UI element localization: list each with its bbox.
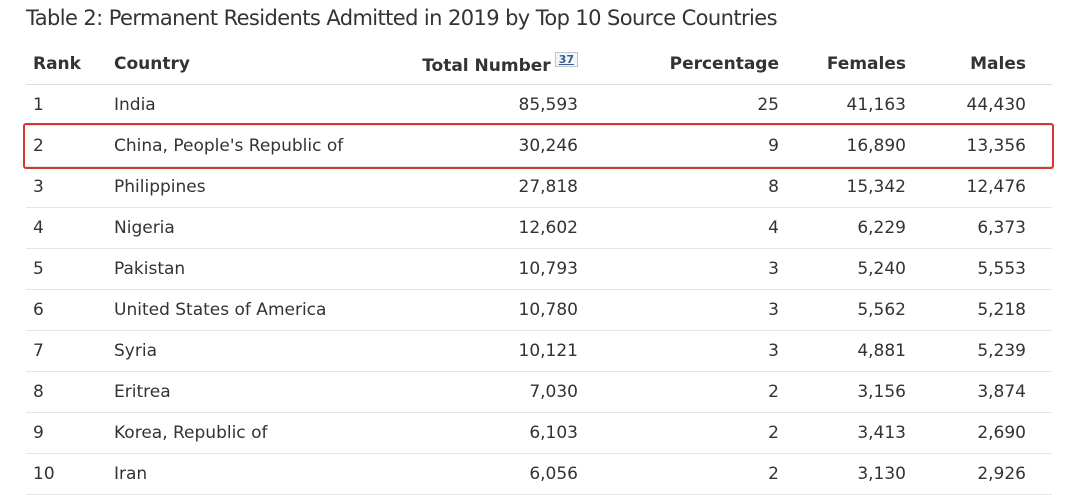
header-males: Males <box>906 44 1052 85</box>
cell-country: Philippines <box>114 166 404 208</box>
header-row: Rank Country Total Number 37 Percentage F… <box>26 44 1052 85</box>
table-row: 3 Philippines 27,818 8 15,342 12,476 <box>26 166 1052 208</box>
cell-total: 30,246 <box>404 125 578 167</box>
cell-rank: 5 <box>26 248 114 290</box>
cell-females: 3,413 <box>779 412 906 454</box>
table-header: Rank Country Total Number 37 Percentage F… <box>26 44 1052 85</box>
header-females: Females <box>779 44 906 85</box>
header-rank: Rank <box>26 44 114 85</box>
cell-total: 10,121 <box>404 330 578 372</box>
cell-total: 85,593 <box>404 84 578 126</box>
cell-rank: 2 <box>26 125 114 167</box>
cell-females: 6,229 <box>779 207 906 249</box>
table-row: 4 Nigeria 12,602 4 6,229 6,373 <box>26 207 1052 249</box>
cell-percentage: 25 <box>578 84 779 126</box>
cell-females: 15,342 <box>779 166 906 208</box>
cell-total: 12,602 <box>404 207 578 249</box>
cell-percentage: 9 <box>578 125 779 167</box>
cell-country: India <box>114 84 404 126</box>
footnote-link[interactable]: 37 <box>554 52 578 67</box>
table-row: 7 Syria 10,121 3 4,881 5,239 <box>26 330 1052 372</box>
table-row: 5 Pakistan 10,793 3 5,240 5,553 <box>26 248 1052 290</box>
cell-total: 10,780 <box>404 289 578 331</box>
table-row: 10 Iran 6,056 2 3,130 2,926 <box>26 453 1052 495</box>
table-row: 1 India 85,593 25 41,163 44,430 <box>26 84 1052 126</box>
cell-country: Iran <box>114 453 404 495</box>
cell-males: 5,239 <box>906 330 1052 372</box>
cell-males: 2,926 <box>906 453 1052 495</box>
cell-total: 6,056 <box>404 453 578 495</box>
cell-total: 10,793 <box>404 248 578 290</box>
cell-rank: 8 <box>26 371 114 413</box>
cell-rank: 7 <box>26 330 114 372</box>
table-row: 2 China, People's Republic of 30,246 9 1… <box>26 125 1052 167</box>
cell-percentage: 2 <box>578 371 779 413</box>
header-country: Country <box>114 44 404 85</box>
cell-rank: 4 <box>26 207 114 249</box>
cell-females: 16,890 <box>779 125 906 167</box>
cell-rank: 10 <box>26 453 114 495</box>
cell-country: Korea, Republic of <box>114 412 404 454</box>
table-row: 6 United States of America 10,780 3 5,56… <box>26 289 1052 331</box>
cell-percentage: 3 <box>578 330 779 372</box>
cell-percentage: 8 <box>578 166 779 208</box>
cell-females: 5,562 <box>779 289 906 331</box>
cell-males: 2,690 <box>906 412 1052 454</box>
cell-males: 6,373 <box>906 207 1052 249</box>
cell-females: 3,156 <box>779 371 906 413</box>
cell-females: 41,163 <box>779 84 906 126</box>
cell-percentage: 3 <box>578 289 779 331</box>
cell-rank: 9 <box>26 412 114 454</box>
cell-rank: 3 <box>26 166 114 208</box>
cell-total: 6,103 <box>404 412 578 454</box>
cell-males: 12,476 <box>906 166 1052 208</box>
cell-country: Eritrea <box>114 371 404 413</box>
cell-country: Nigeria <box>114 207 404 249</box>
table-row: 9 Korea, Republic of 6,103 2 3,413 2,690 <box>26 412 1052 454</box>
cell-males: 5,218 <box>906 289 1052 331</box>
cell-country: China, People's Republic of <box>114 125 404 167</box>
cell-rank: 1 <box>26 84 114 126</box>
cell-percentage: 2 <box>578 453 779 495</box>
cell-percentage: 2 <box>578 412 779 454</box>
residents-table: Rank Country Total Number 37 Percentage F… <box>26 44 1052 495</box>
cell-total: 7,030 <box>404 371 578 413</box>
cell-males: 3,874 <box>906 371 1052 413</box>
cell-country: United States of America <box>114 289 404 331</box>
header-total-label: Total Number <box>422 56 551 76</box>
cell-males: 44,430 <box>906 84 1052 126</box>
cell-country: Syria <box>114 330 404 372</box>
cell-total: 27,818 <box>404 166 578 208</box>
cell-rank: 6 <box>26 289 114 331</box>
cell-percentage: 3 <box>578 248 779 290</box>
cell-males: 5,553 <box>906 248 1052 290</box>
table-body: 1 India 85,593 25 41,163 44,430 2 China,… <box>26 84 1052 495</box>
cell-males: 13,356 <box>906 125 1052 167</box>
cell-females: 4,881 <box>779 330 906 372</box>
header-total-number: Total Number 37 <box>404 44 578 85</box>
cell-females: 3,130 <box>779 453 906 495</box>
table-title: Table 2: Permanent Residents Admitted in… <box>26 6 778 30</box>
cell-country: Pakistan <box>114 248 404 290</box>
cell-percentage: 4 <box>578 207 779 249</box>
header-percentage: Percentage <box>578 44 779 85</box>
table-row: 8 Eritrea 7,030 2 3,156 3,874 <box>26 371 1052 413</box>
cell-females: 5,240 <box>779 248 906 290</box>
